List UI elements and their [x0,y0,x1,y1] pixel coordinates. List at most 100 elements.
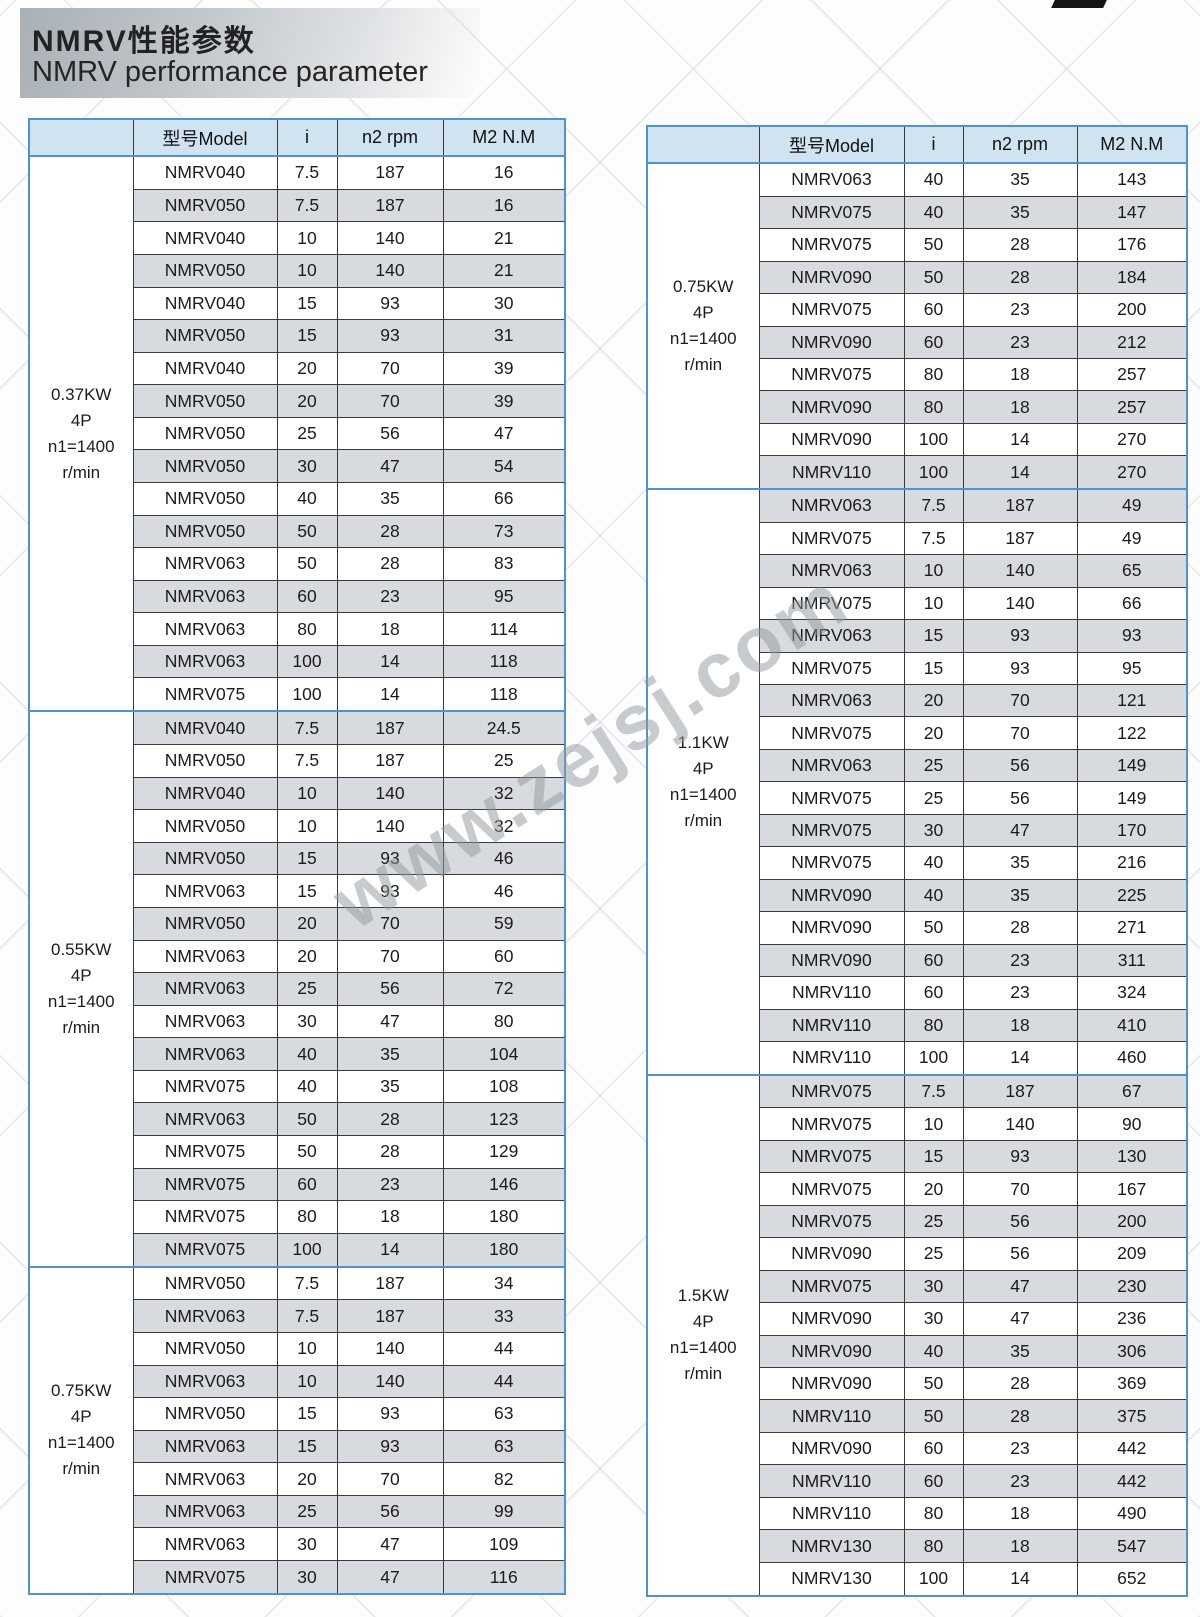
table-row: NMRV063 7.5 187 33 [29,1299,566,1333]
ratio-cell: 50 [903,228,964,262]
n2-rpm-cell: 187 [336,710,444,746]
n2-rpm-cell: 70 [962,1172,1078,1206]
torque-cell: 270 [1076,455,1188,490]
table-row: NMRV075 15 93 130 [647,1139,1188,1174]
ratio-cell: 10 [903,586,964,621]
column-header: n2 rpm [962,126,1077,164]
model-cell: NMRV075 [758,1107,905,1141]
n2-rpm-cell: 14 [336,1232,444,1268]
torque-cell: 93 [1076,619,1188,653]
n2-rpm-cell: 35 [336,482,444,516]
ratio-cell: 7.5 [276,1265,338,1301]
torque-cell: 49 [1076,521,1188,556]
table-row: NMRV090 30 47 236 [647,1302,1188,1336]
model-cell: NMRV075 [132,1069,278,1104]
column-header: n2 rpm [336,119,443,157]
n2-rpm-cell: 47 [962,813,1078,848]
table-row: 0.75KW 4P n1=1400 r/min NMRV063 40 35 143 [647,162,1188,490]
table-row: NMRV110 80 18 490 [647,1496,1188,1531]
column-header: i [276,119,337,157]
n2-rpm-cell: 28 [962,228,1078,262]
torque-cell: 410 [1076,1008,1188,1042]
model-cell: NMRV075 [132,1560,278,1595]
ratio-cell: 40 [903,846,964,880]
n2-rpm-cell: 93 [336,286,444,321]
table-row: NMRV090 25 56 209 [647,1237,1188,1271]
ratio-cell: 100 [903,455,964,490]
model-cell: NMRV075 [758,1172,905,1206]
table-row: NMRV090 60 23 212 [647,325,1188,359]
n2-rpm-cell: 28 [962,1399,1078,1433]
power-group-label: 1.5KW 4P n1=1400 r/min [647,1073,760,1596]
torque-cell: 257 [1076,357,1188,392]
model-cell: NMRV090 [758,911,905,945]
table-row: NMRV063 10 140 65 [647,554,1188,588]
torque-cell: 230 [1076,1269,1188,1304]
ratio-cell: 40 [276,1069,338,1104]
ratio-cell: 15 [276,1397,338,1431]
torque-cell: 257 [1076,390,1188,424]
table-row: NMRV050 25 56 47 [29,416,566,451]
model-cell: NMRV075 [758,846,905,880]
torque-cell: 83 [442,547,566,581]
table-row: NMRV063 60 23 95 [29,579,566,614]
model-cell: NMRV110 [758,1399,905,1433]
n2-rpm-cell: 23 [962,293,1078,327]
ratio-cell: 80 [276,612,338,646]
model-cell: NMRV063 [132,1429,278,1464]
table-row: NMRV050 15 93 63 [29,1397,566,1431]
ratio-cell: 25 [903,781,964,815]
table-row: NMRV075 15 93 95 [647,651,1188,686]
ratio-cell: 15 [903,651,964,686]
ratio-cell: 30 [276,1004,338,1039]
power-group-label-line: r/min [684,1364,723,1384]
ratio-cell: 50 [903,1399,964,1433]
torque-cell: 176 [1076,228,1188,262]
model-cell: NMRV050 [132,809,278,843]
torque-cell: 184 [1076,260,1188,295]
model-cell: NMRV050 [132,482,278,516]
table-row: NMRV050 30 47 54 [29,449,566,484]
ratio-cell: 25 [903,1237,964,1271]
column-header: M2 N.M [442,119,565,157]
group-column-header [29,119,133,157]
table-row: NMRV075 60 23 200 [647,293,1188,327]
ratio-cell: 30 [903,1302,964,1336]
power-group-label-line: 0.55KW [51,939,112,959]
model-cell: NMRV090 [758,878,905,913]
n2-rpm-cell: 23 [962,1464,1078,1498]
n2-rpm-cell: 140 [336,253,444,288]
model-cell: NMRV075 [758,357,905,392]
ratio-cell: 25 [903,1204,964,1239]
model-cell: NMRV110 [758,1464,905,1498]
torque-cell: 180 [442,1232,566,1268]
column-header: 型号Model [758,126,904,164]
ratio-cell: 10 [276,776,338,811]
model-cell: NMRV063 [758,162,905,197]
torque-cell: 63 [442,1429,566,1464]
n2-rpm-cell: 18 [962,1529,1078,1563]
table-row: NMRV130 100 14 652 [647,1561,1188,1597]
n2-rpm-cell: 28 [336,514,444,549]
column-header: 型号Model [132,119,277,157]
torque-cell: 167 [1076,1172,1188,1206]
ratio-cell: 10 [276,253,338,288]
table-row: NMRV090 40 35 225 [647,878,1188,913]
table-row: NMRV075 60 23 146 [29,1167,566,1202]
table-row: NMRV075 40 35 108 [29,1069,566,1104]
n2-rpm-cell: 35 [962,1334,1078,1369]
model-cell: NMRV110 [758,455,905,490]
torque-cell: 65 [1076,554,1188,588]
table-row: 1.1KW 4P n1=1400 r/min NMRV063 7.5 187 49 [647,488,1188,1075]
power-group-label-line: r/min [684,810,723,830]
torque-cell: 375 [1076,1399,1188,1433]
n2-rpm-cell: 35 [962,878,1078,913]
torque-cell: 460 [1076,1040,1188,1076]
model-cell: NMRV090 [758,943,905,978]
ratio-cell: 20 [276,907,338,941]
table-row: NMRV075 80 18 180 [29,1200,566,1234]
n2-rpm-cell: 35 [962,195,1078,230]
ratio-cell: 20 [276,351,338,386]
model-cell: NMRV040 [132,286,278,321]
power-group-label-line: 4P [692,303,714,323]
